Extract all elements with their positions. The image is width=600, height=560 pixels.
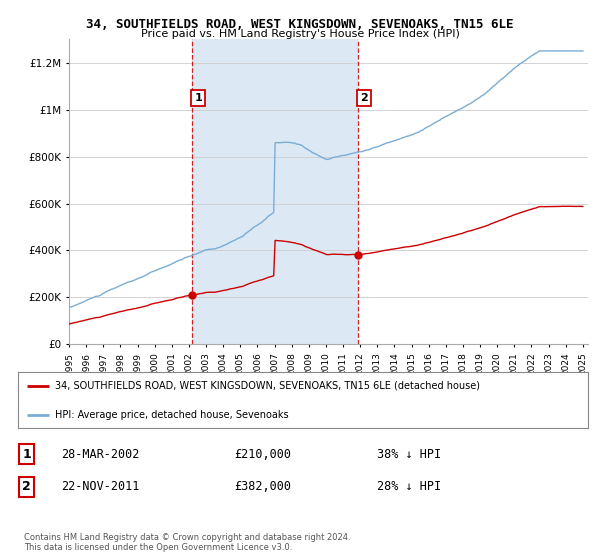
Text: 34, SOUTHFIELDS ROAD, WEST KINGSDOWN, SEVENOAKS, TN15 6LE (detached house): 34, SOUTHFIELDS ROAD, WEST KINGSDOWN, SE… — [55, 381, 480, 391]
Text: HPI: Average price, detached house, Sevenoaks: HPI: Average price, detached house, Seve… — [55, 410, 289, 420]
Text: 2: 2 — [22, 480, 31, 493]
Text: 28% ↓ HPI: 28% ↓ HPI — [377, 480, 441, 493]
Text: £382,000: £382,000 — [235, 480, 292, 493]
Text: £210,000: £210,000 — [235, 448, 292, 461]
Text: 34, SOUTHFIELDS ROAD, WEST KINGSDOWN, SEVENOAKS, TN15 6LE: 34, SOUTHFIELDS ROAD, WEST KINGSDOWN, SE… — [86, 18, 514, 31]
Bar — [193, 39, 358, 344]
Text: 38% ↓ HPI: 38% ↓ HPI — [377, 448, 441, 461]
Text: 22-NOV-2011: 22-NOV-2011 — [61, 480, 139, 493]
Text: 1: 1 — [22, 448, 31, 461]
Text: 28-MAR-2002: 28-MAR-2002 — [61, 448, 139, 461]
Text: Contains HM Land Registry data © Crown copyright and database right 2024.
This d: Contains HM Land Registry data © Crown c… — [24, 533, 350, 552]
Text: 1: 1 — [194, 93, 202, 103]
Text: Price paid vs. HM Land Registry's House Price Index (HPI): Price paid vs. HM Land Registry's House … — [140, 29, 460, 39]
Text: 2: 2 — [360, 93, 368, 103]
